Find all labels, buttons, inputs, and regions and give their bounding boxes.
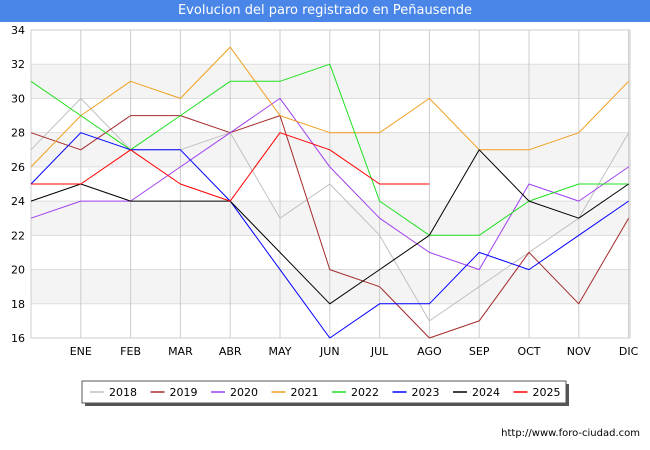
x-tick-label: MAY bbox=[269, 345, 292, 358]
series-line-2024 bbox=[30, 149, 629, 305]
y-tick-label: 34 bbox=[11, 24, 25, 37]
x-tick-label: ENE bbox=[70, 345, 92, 358]
y-tick-label: 16 bbox=[11, 332, 25, 345]
x-tick-label: AGO bbox=[417, 345, 442, 358]
legend-label-2018: 2018 bbox=[109, 386, 137, 399]
x-tick-label: NOV bbox=[567, 345, 592, 358]
legend-label-2020: 2020 bbox=[230, 386, 258, 399]
y-tick-label: 18 bbox=[11, 298, 25, 311]
plot-band bbox=[31, 201, 630, 236]
legend: 2018 2019 2020 2021 2022 2023 2024 2025 bbox=[81, 380, 569, 406]
plot-band bbox=[31, 166, 630, 202]
x-axis-ticks: ENE FEB MAR ABR MAY JUN JUL AGO SEP OCT NOV DIC bbox=[70, 345, 639, 358]
legend-box bbox=[81, 380, 567, 404]
y-tick-label: 26 bbox=[11, 161, 25, 174]
legend-label-2021: 2021 bbox=[291, 386, 319, 399]
x-tick-label: DIC bbox=[619, 345, 639, 358]
legend-label-2019: 2019 bbox=[170, 386, 198, 399]
legend-label-2024: 2024 bbox=[472, 386, 500, 399]
series-line-2019 bbox=[30, 115, 630, 339]
series-line-2025 bbox=[31, 132, 430, 202]
y-axis-ticks: 16 18 20 22 24 26 28 30 32 34 bbox=[11, 24, 25, 345]
y-tick-label: 28 bbox=[11, 127, 25, 140]
y-tick-label: 24 bbox=[11, 195, 25, 208]
y-tick-label: 30 bbox=[11, 92, 25, 105]
plot-band bbox=[31, 98, 630, 133]
y-tick-label: 22 bbox=[11, 229, 25, 242]
plot-band bbox=[31, 64, 630, 99]
plot-band bbox=[31, 269, 630, 304]
legend-label-2025: 2025 bbox=[533, 386, 561, 399]
legend-label-2022: 2022 bbox=[351, 386, 379, 399]
plot-band bbox=[31, 30, 630, 65]
x-tick-label: ABR bbox=[219, 345, 242, 358]
x-tick-label: FEB bbox=[120, 345, 141, 358]
x-tick-label: JUN bbox=[319, 345, 340, 358]
x-tick-label: MAR bbox=[168, 345, 193, 358]
source-url[interactable]: http://www.foro-ciudad.com bbox=[501, 428, 640, 439]
legend-label-2023: 2023 bbox=[412, 386, 440, 399]
y-tick-label: 20 bbox=[11, 264, 25, 277]
y-tick-label: 32 bbox=[11, 58, 25, 71]
x-tick-label: OCT bbox=[517, 345, 540, 358]
x-tick-label: SEP bbox=[469, 345, 490, 358]
plot-band bbox=[31, 303, 630, 338]
chart-title: Evolucion del paro registrado en Peñause… bbox=[0, 0, 650, 22]
series-line-2021 bbox=[30, 46, 629, 168]
plot-bands bbox=[31, 30, 630, 338]
series-lines bbox=[30, 46, 630, 339]
x-tick-label: JUL bbox=[370, 345, 389, 358]
